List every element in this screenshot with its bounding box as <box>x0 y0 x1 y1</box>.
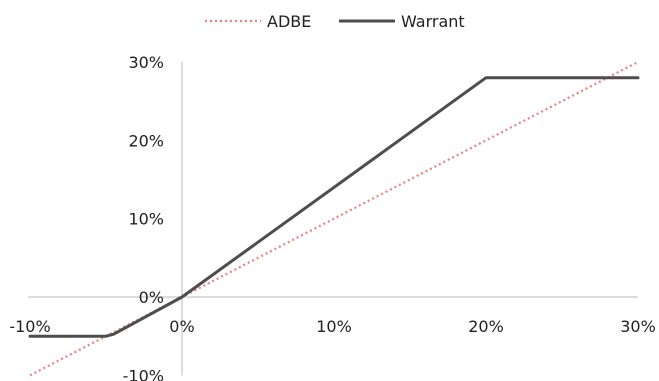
legend-label-warrant: Warrant <box>401 12 465 31</box>
y-tick-label: 30% <box>128 53 164 72</box>
y-tick-label: 10% <box>128 210 164 229</box>
series-line-adbe <box>29 61 639 377</box>
x-tick-label: -10% <box>9 317 50 336</box>
y-tick-label: 20% <box>128 131 164 150</box>
y-tick-label: 0% <box>139 288 164 307</box>
legend-label-adbe: ADBE <box>267 12 311 31</box>
x-tick-label: 0% <box>169 317 194 336</box>
x-tick-label: 20% <box>468 317 504 336</box>
x-tick-label: 30% <box>620 317 656 336</box>
y-tick-label: -10% <box>123 366 164 381</box>
x-tick-label: 10% <box>316 317 352 336</box>
series-line-warrant <box>28 76 640 338</box>
